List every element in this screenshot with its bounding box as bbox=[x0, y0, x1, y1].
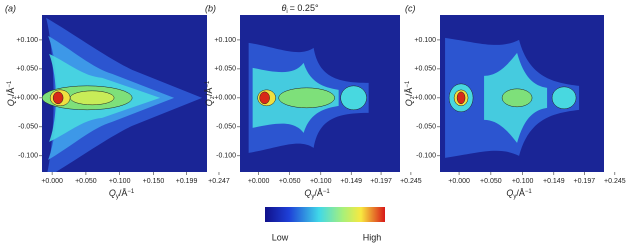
intensity-region bbox=[259, 91, 270, 105]
x-tick-label: +0.000 bbox=[248, 178, 270, 185]
axis-unit: /Å bbox=[204, 88, 214, 97]
panel-label: (a) bbox=[5, 3, 16, 13]
x-tick-label: +0.245 bbox=[604, 178, 626, 185]
axis-label: Qz/Å−1 bbox=[404, 80, 415, 106]
intensity-region bbox=[340, 85, 367, 111]
axis-label: Qy/Å−1 bbox=[506, 188, 532, 199]
x-tick-label: +0.050 bbox=[279, 178, 301, 185]
colorbar-low: Low bbox=[272, 232, 289, 242]
x-tick-label: +0.149 bbox=[543, 178, 565, 185]
x-tick-label: +0.149 bbox=[340, 178, 362, 185]
axis-symbol: Q bbox=[6, 99, 16, 106]
y-tick-label: +0.000 bbox=[414, 95, 436, 102]
panel-label: (b) bbox=[205, 3, 216, 13]
intensity bbox=[42, 17, 203, 172]
y-tick-label: +0.050 bbox=[214, 66, 236, 73]
x-tick-label: +0.000 bbox=[448, 178, 470, 185]
heatmap bbox=[240, 15, 400, 172]
intensity bbox=[445, 37, 580, 158]
axis-symbol: Q bbox=[506, 188, 513, 198]
title-symbol: θ bbox=[281, 3, 286, 13]
heatmap bbox=[42, 15, 207, 172]
colorbar-high: High bbox=[363, 232, 382, 242]
y-tick-label: +0.050 bbox=[16, 66, 38, 73]
intensity bbox=[248, 42, 369, 153]
colorbar bbox=[265, 207, 385, 222]
y-tick-label: -0.100 bbox=[416, 153, 436, 160]
title-subscript: i bbox=[286, 9, 287, 15]
axis-symbol: Q bbox=[204, 99, 214, 106]
x-tick-label: +0.100 bbox=[109, 178, 131, 185]
axis-subscript: y bbox=[311, 194, 314, 200]
axis-label: Qy/Å−1 bbox=[109, 188, 135, 199]
x-tick-label: +0.247 bbox=[208, 178, 230, 185]
x-tick-label: +0.100 bbox=[310, 178, 332, 185]
panel-title: θi = 0.25° bbox=[281, 3, 319, 14]
axis-exponent: −1 bbox=[127, 189, 135, 195]
x-tick-label: +0.245 bbox=[400, 178, 422, 185]
x-tick-label: +0.050 bbox=[75, 178, 97, 185]
axis-unit: /Å bbox=[314, 188, 323, 198]
axis-symbol: Q bbox=[304, 188, 311, 198]
axis-unit: /Å bbox=[404, 88, 414, 97]
intensity-region bbox=[551, 86, 577, 110]
y-tick-label: -0.100 bbox=[18, 153, 38, 160]
y-tick-label: -0.100 bbox=[216, 153, 236, 160]
y-tick-label: +0.000 bbox=[16, 95, 38, 102]
x-tick-label: +0.199 bbox=[176, 178, 198, 185]
axis-exponent: −1 bbox=[525, 189, 533, 195]
panel-label: (c) bbox=[405, 3, 416, 13]
title-value: = 0.25° bbox=[290, 3, 319, 13]
axis-exponent: −1 bbox=[323, 189, 331, 195]
axis-exponent: −1 bbox=[205, 80, 211, 88]
x-tick-label: +0.197 bbox=[370, 178, 392, 185]
intensity-region bbox=[52, 91, 64, 105]
axis-symbol: Q bbox=[404, 99, 414, 106]
intensity-region bbox=[69, 90, 115, 106]
y-tick-label: +0.100 bbox=[214, 37, 236, 44]
intensity-region bbox=[278, 87, 335, 109]
x-tick-label: +0.150 bbox=[143, 178, 165, 185]
x-tick-label: +0.000 bbox=[41, 178, 63, 185]
heatmap bbox=[440, 15, 604, 172]
axis-subscript: z bbox=[210, 96, 216, 99]
axis-symbol: Q bbox=[109, 188, 116, 198]
axis-unit: /Å bbox=[6, 88, 16, 97]
y-tick-label: +0.000 bbox=[214, 95, 236, 102]
axis-label: Qz/Å−1 bbox=[6, 80, 17, 106]
y-tick-label: +0.050 bbox=[414, 66, 436, 73]
axis-subscript: z bbox=[410, 96, 416, 99]
intensity-region bbox=[456, 91, 466, 105]
y-tick-label: -0.050 bbox=[18, 124, 38, 131]
axis-unit: /Å bbox=[119, 188, 128, 198]
y-tick-label: -0.050 bbox=[416, 124, 436, 131]
axis-label: Qy/Å−1 bbox=[304, 188, 330, 199]
y-tick-label: -0.050 bbox=[216, 124, 236, 131]
x-tick-label: +0.100 bbox=[512, 178, 534, 185]
y-tick-label: +0.100 bbox=[414, 37, 436, 44]
x-tick-label: +0.197 bbox=[574, 178, 596, 185]
y-tick-label: +0.100 bbox=[16, 37, 38, 44]
axis-subscript: y bbox=[513, 194, 516, 200]
axis-subscript: z bbox=[12, 96, 18, 99]
intensity-region bbox=[501, 88, 533, 108]
axis-subscript: y bbox=[116, 194, 119, 200]
axis-exponent: −1 bbox=[405, 80, 411, 88]
axis-unit: /Å bbox=[516, 188, 525, 198]
axis-label: Qz/Å−1 bbox=[204, 80, 215, 106]
x-tick-label: +0.050 bbox=[480, 178, 502, 185]
axis-exponent: −1 bbox=[7, 80, 13, 88]
